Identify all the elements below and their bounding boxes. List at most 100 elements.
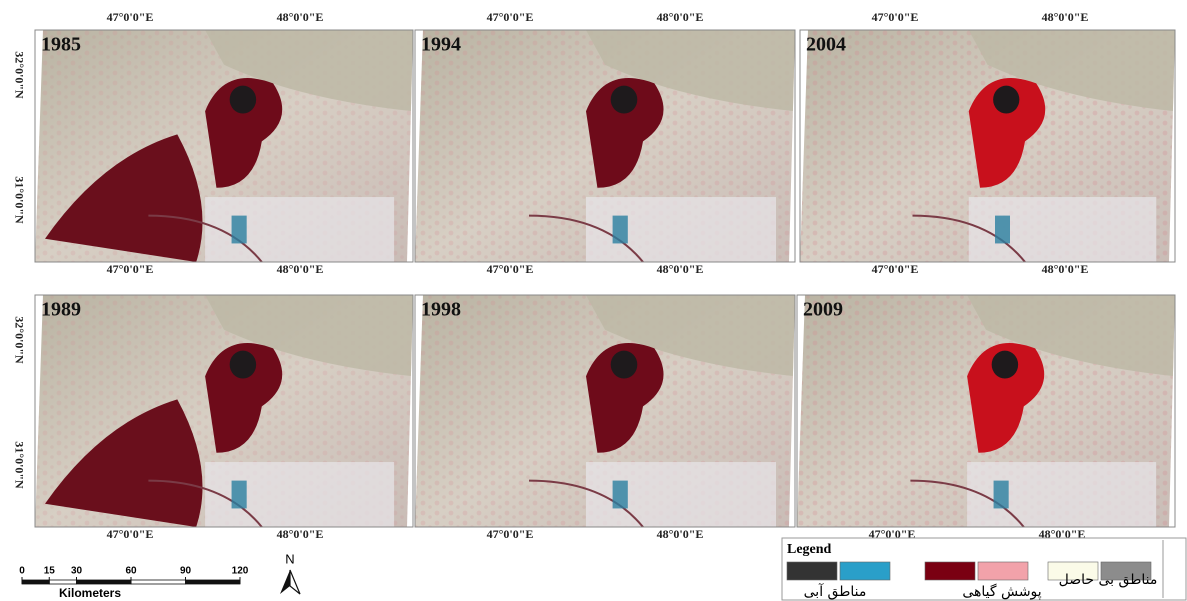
marsh-core: [991, 350, 1019, 379]
bottom-coordinate: 48°0'0"E: [657, 527, 704, 541]
scale-segment: [76, 579, 132, 585]
panel-frame: [34, 294, 414, 528]
panel-frame: [796, 294, 1176, 528]
panel-frame: [799, 29, 1176, 263]
marsh-vegetation: [205, 343, 283, 453]
legend-swatch: [786, 561, 838, 581]
scale-tick-label: 60: [125, 566, 137, 577]
satellite-image: [797, 295, 1175, 527]
map-panel: 2009 47°0'0"E 48°0'0"E: [796, 294, 1176, 541]
river: [910, 479, 1025, 527]
map-panel: 1994 47°0'0"E 48°0'0"E 47°0'0"E 48°0'0"E: [414, 10, 796, 276]
water: [993, 480, 1009, 509]
top-coordinate: 48°0'0"E: [277, 10, 324, 24]
marsh-core: [229, 85, 257, 114]
bottom-coordinate: 48°0'0"E: [277, 262, 324, 276]
top-coordinate: 47°0'0"E: [487, 10, 534, 24]
water: [231, 215, 247, 244]
year-label: 2009: [803, 299, 843, 321]
bottom-coordinate: 47°0'0"E: [872, 262, 919, 276]
left-coordinate: 32°0'0"N: [12, 316, 26, 364]
bottom-coordinate: 48°0'0"E: [1042, 262, 1089, 276]
bottom-coordinate: 47°0'0"E: [487, 527, 534, 541]
map-panel: 2004 47°0'0"E 48°0'0"E 47°0'0"E 48°0'0"E: [799, 10, 1176, 276]
water: [231, 480, 247, 509]
satellite-image: [800, 30, 1175, 262]
river: [528, 214, 644, 262]
panel-frame: [414, 29, 796, 263]
year-label: 1989: [41, 299, 81, 321]
legend-swatch: [839, 561, 891, 581]
desert-area: [967, 295, 1175, 377]
bottom-coordinate: 48°0'0"E: [1039, 527, 1086, 541]
scale-segment: [21, 579, 50, 585]
river: [912, 214, 1026, 262]
year-label: 2004: [806, 34, 846, 56]
legend-swatch: [1100, 561, 1152, 581]
marsh-core: [610, 85, 638, 114]
left-coordinate: 31°0'0"N: [12, 441, 26, 489]
map-panel: 1985 47°0'0"E 48°0'0"E 47°0'0"E 48°0'0"E 32°0…: [12, 10, 414, 276]
left-coordinate: 32°0'0"N: [12, 51, 26, 99]
desert-area: [586, 295, 795, 377]
legend: Legend مناطق آبی پوشش گیاهی مناطق بی حاصل: [781, 537, 1187, 601]
legend-swatch: [924, 561, 976, 581]
top-coordinate: 47°0'0"E: [872, 10, 919, 24]
bottom-coordinate: 48°0'0"E: [277, 527, 324, 541]
scale-unit: Kilometers: [59, 586, 121, 600]
bottom-coordinate: 47°0'0"E: [487, 262, 534, 276]
satellite-image: [415, 30, 795, 262]
marsh-core: [610, 350, 638, 379]
scale-tick-label: 15: [44, 566, 56, 577]
marsh-vegetation: [205, 78, 283, 188]
legend-swatch: [977, 561, 1029, 581]
legend-label: مناطق آبی: [804, 583, 867, 600]
water: [612, 480, 628, 509]
marsh-vegetation: [586, 343, 664, 453]
marsh-core: [993, 85, 1020, 114]
marsh-vegetation: [586, 78, 664, 188]
panel-frame: [414, 294, 796, 528]
map-panel: 1989 47°0'0"E 48°0'0"E 32°0'0"N 31°0'0"N: [12, 294, 414, 541]
scale-tick-label: 90: [180, 566, 192, 577]
scale-segment: [130, 579, 186, 585]
scale-tick-label: 30: [71, 566, 83, 577]
desert-area: [205, 30, 413, 112]
top-coordinate: 48°0'0"E: [1042, 10, 1089, 24]
bottom-coordinate: 47°0'0"E: [869, 527, 916, 541]
legend-label: مناطق بی حاصل: [1059, 572, 1158, 588]
top-coordinate: 47°0'0"E: [107, 10, 154, 24]
satellite-image: [415, 295, 795, 527]
desert-area: [586, 30, 795, 112]
legend-label: پوشش گیاهی: [962, 583, 1041, 600]
map-panel: 1998 47°0'0"E 48°0'0"E: [414, 294, 796, 541]
year-label: 1985: [41, 34, 81, 56]
water: [995, 215, 1010, 244]
top-coordinate: 48°0'0"E: [657, 10, 704, 24]
north-label: N: [285, 551, 294, 566]
river: [148, 479, 263, 527]
scale-tick-label: 0: [19, 566, 25, 577]
river: [528, 479, 644, 527]
north-arrow: N: [280, 551, 301, 595]
legend-swatch: [1047, 561, 1099, 581]
desert-area: [205, 295, 413, 377]
year-label: 1994: [421, 34, 461, 56]
western-marsh: [45, 134, 203, 262]
bottom-coordinate: 48°0'0"E: [657, 262, 704, 276]
water: [612, 215, 628, 244]
panels: 1985 47°0'0"E 48°0'0"E 47°0'0"E 48°0'0"E 32°0…: [12, 10, 1176, 541]
year-label: 1998: [421, 299, 461, 321]
left-coordinate: 31°0'0"N: [12, 176, 26, 224]
desert-area: [968, 30, 1175, 112]
scale-tick-label: 120: [232, 566, 249, 577]
marsh-vegetation: [968, 78, 1046, 188]
scale-segment: [185, 579, 241, 585]
river: [148, 214, 263, 262]
bottom-coordinate: 47°0'0"E: [107, 262, 154, 276]
legend-title: Legend: [787, 542, 832, 557]
marsh-vegetation: [967, 343, 1045, 453]
panel-frame: [34, 29, 414, 263]
marsh-core: [229, 350, 257, 379]
